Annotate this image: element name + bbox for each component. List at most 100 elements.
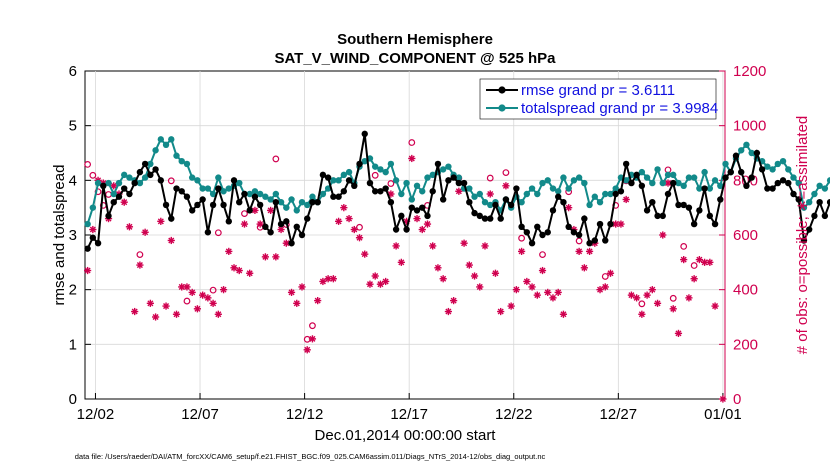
series-point-rmse (612, 190, 619, 198)
obs-assimilated-point (690, 275, 698, 283)
obs-assimilated-point (272, 253, 280, 261)
obs-assimilated-point (376, 280, 385, 288)
obs-possible-point (518, 234, 526, 242)
obs-assimilated-point (638, 310, 646, 318)
series-point-rmse (800, 237, 808, 244)
obs-possible-point (669, 294, 677, 302)
series-point-rmse (340, 188, 348, 195)
obs-assimilated-point (141, 228, 149, 236)
series-point-rmse (429, 188, 436, 195)
series-point-rmse (392, 226, 400, 233)
series-point-totalspread (560, 174, 567, 181)
obs-assimilated-point (575, 247, 583, 255)
series-point-rmse (717, 196, 724, 203)
series-point-rmse (272, 199, 280, 206)
series-point-rmse (413, 207, 421, 214)
series-point-totalspread (445, 163, 452, 170)
obs-assimilated-point (450, 297, 458, 305)
series-point-rmse (497, 215, 504, 222)
series-point-rmse (471, 209, 478, 217)
series-point-rmse (215, 185, 222, 192)
chart-title: Southern Hemisphere (337, 31, 493, 48)
series-point-totalspread (267, 196, 274, 203)
series-point-totalspread (126, 174, 133, 181)
series-point-rmse (675, 201, 682, 209)
series-point-rmse (183, 193, 191, 200)
y-tick-label-right: 1200 (733, 63, 766, 80)
series-point-rmse (121, 185, 128, 192)
series-point-rmse (188, 207, 196, 214)
obs-assimilated-point (559, 310, 568, 318)
obs-assimilated-point (308, 335, 317, 343)
series-point-rmse (753, 149, 761, 157)
series-point-rmse (84, 245, 91, 252)
series-point-rmse (283, 218, 290, 225)
series-point-totalspread (659, 179, 666, 187)
series-point-totalspread (188, 174, 196, 181)
series-point-totalspread (84, 220, 91, 228)
obs-assimilated-point (627, 291, 636, 299)
y-tick-label-left: 1 (69, 336, 77, 353)
series-point-rmse (706, 212, 714, 220)
obs-assimilated-point (580, 264, 588, 272)
series-point-totalspread (94, 179, 102, 187)
series-point-rmse (209, 201, 217, 209)
obs-assimilated-point (502, 182, 510, 190)
series-point-rmse (89, 234, 97, 241)
obs-possible-point (241, 210, 248, 218)
obs-assimilated-point (497, 307, 505, 316)
obs-possible-point (408, 139, 416, 146)
series-lines (84, 130, 830, 252)
series-point-rmse (256, 201, 264, 209)
obs-assimilated-point (633, 294, 641, 302)
series-point-rmse (795, 196, 802, 203)
obs-assimilated-point (199, 291, 207, 299)
series-point-rmse (748, 174, 755, 181)
obs-assimilated-point (345, 215, 353, 223)
obs-assimilated-point (371, 272, 379, 280)
series-point-rmse (178, 188, 185, 195)
obs-assimilated-point (439, 275, 447, 283)
obs-assimilated-point (512, 286, 520, 294)
series-point-rmse (277, 220, 285, 228)
series-point-rmse (738, 168, 745, 176)
series-point-totalspread (722, 160, 729, 168)
series-point-rmse (481, 215, 489, 222)
x-tick-label: 12/02 (77, 406, 115, 423)
series-point-rmse (419, 204, 426, 211)
series-point-rmse (387, 199, 395, 206)
obs-possible-point (680, 242, 688, 250)
obs-possible-point (209, 286, 217, 294)
series-point-totalspread (696, 185, 703, 192)
series-point-rmse (758, 166, 766, 173)
series-point-rmse (743, 182, 750, 189)
obs-assimilated-point (460, 239, 468, 247)
obs-assimilated-point (151, 313, 160, 321)
obs-assimilated-point (533, 291, 541, 299)
series-point-totalspread (121, 171, 128, 179)
series-point-totalspread (419, 188, 426, 195)
series-point-rmse (690, 220, 698, 228)
series-point-rmse (199, 196, 206, 203)
series-point-rmse (727, 168, 734, 176)
series-point-totalspread (748, 149, 755, 157)
series-point-totalspread (586, 201, 593, 209)
series-point-totalspread (800, 204, 808, 211)
series-point-rmse (460, 179, 468, 187)
x-axis: 12/02 12/07 12/12 12/17 12/22 12/27 01/01 (77, 393, 742, 423)
obs-possible-point (502, 169, 510, 177)
obs-assimilated-point (413, 215, 421, 223)
series-point-rmse (455, 179, 463, 187)
obs-markers (84, 139, 727, 403)
series-point-rmse (377, 188, 384, 195)
series-point-rmse (366, 179, 374, 187)
series-point-totalspread (565, 185, 572, 192)
obs-assimilated-point (214, 310, 222, 318)
series-point-rmse (371, 188, 379, 195)
obs-assimilated-point (507, 302, 515, 310)
y-tick-label-right: 1000 (733, 118, 766, 135)
series-point-totalspread (147, 160, 154, 168)
series-point-totalspread (157, 136, 165, 143)
y-tick-label-left: 6 (69, 63, 77, 80)
y-axis-left: 0 1 2 3 4 5 6 (69, 63, 91, 408)
